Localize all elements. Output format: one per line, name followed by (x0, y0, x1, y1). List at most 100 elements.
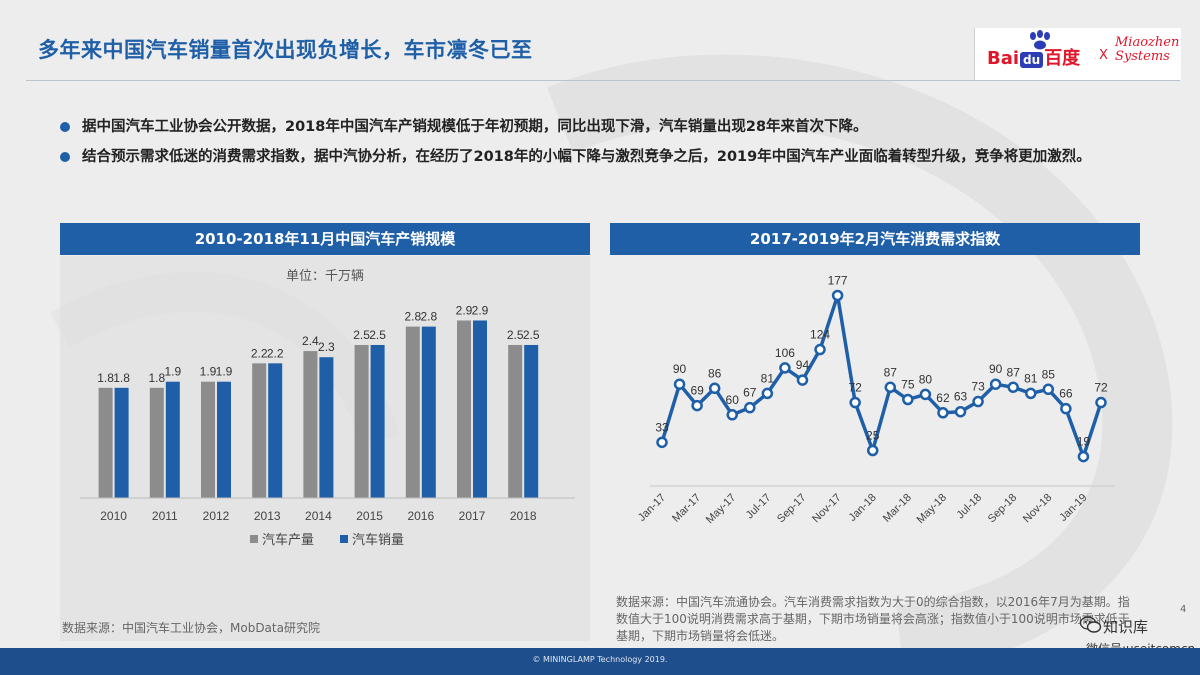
legend-label: 汽车销量 (352, 532, 404, 547)
baidu-logo-du: du (1020, 52, 1044, 68)
logo-separator: X (1099, 48, 1108, 63)
footer-bar (0, 648, 1200, 675)
x-tick-label: 2013 (254, 509, 281, 523)
data-label: 87 (884, 365, 898, 379)
data-label: 67 (743, 386, 757, 400)
bar (217, 381, 231, 498)
bullet-dot-icon (60, 152, 70, 162)
baidu-paw-icon (1030, 30, 1050, 50)
logo-area: Bai du 百度 X Miaozhen Systems (974, 28, 1181, 80)
title-divider (26, 80, 1180, 81)
bar-value-label: 1.8 (97, 371, 114, 385)
data-label: 69 (690, 384, 704, 398)
data-label: 124 (810, 328, 830, 342)
page-title: 多年来中国汽车销量首次出现负增长，车市凛冬已至 (38, 38, 533, 62)
bar-value-label: 2.5 (523, 328, 540, 342)
bar (165, 381, 180, 498)
bar (319, 357, 334, 498)
bullet-dot-icon (60, 122, 70, 132)
line-chart-header: 2017-2019年2月汽车消费需求指数 (610, 223, 1140, 255)
bar-value-label: 1.8 (148, 371, 165, 385)
bar-value-label: 2.2 (251, 346, 268, 360)
bar (201, 381, 215, 498)
x-tick-label: 2018 (510, 509, 537, 523)
bar (114, 387, 129, 498)
bar-value-label: 2.2 (267, 346, 284, 360)
bar (370, 344, 385, 498)
data-label: 90 (989, 362, 1003, 376)
data-point (761, 387, 774, 400)
data-point (726, 409, 738, 421)
bar (508, 344, 523, 498)
source-right: 数据来源：中国汽车流通协会。汽车消费需求指数为大于0的综合指数，以2016年7月… (616, 595, 1130, 643)
bar-value-label: 1.9 (164, 365, 181, 379)
bar-chart-subtitle: 单位：千万辆 (286, 268, 364, 283)
data-label: 81 (1024, 371, 1038, 385)
x-tick-label: Sep-17 (775, 492, 809, 526)
x-tick-label: 2011 (152, 509, 178, 523)
data-point (902, 393, 914, 406)
baidu-logo-prefix: Bai (987, 48, 1020, 69)
data-point (1042, 383, 1055, 396)
x-tick-label: Jan-19 (1057, 492, 1089, 524)
data-point (1025, 387, 1037, 400)
x-tick-label: May-17 (704, 492, 738, 526)
data-point (708, 382, 721, 395)
data-point (972, 395, 984, 408)
bar-value-label: 1.9 (200, 365, 217, 379)
data-point (796, 374, 809, 386)
bar (98, 387, 113, 498)
x-tick-label: 2017 (459, 509, 486, 523)
data-label: 80 (919, 372, 933, 386)
x-tick-label: May-18 (915, 492, 949, 526)
miaozhen-logo: Miaozhen Systems (1115, 36, 1179, 64)
bar-value-label: 1.9 (216, 365, 233, 379)
data-point (849, 396, 861, 409)
miaozhen-logo-line1: Miaozhen (1115, 35, 1180, 50)
x-tick-label: Jul-17 (744, 492, 774, 522)
legend-label: 汽车产量 (262, 532, 314, 547)
x-tick-label: 2012 (203, 509, 230, 523)
data-point (937, 407, 949, 419)
page-number: 4 (1180, 604, 1187, 615)
x-tick-label: Mar-18 (881, 492, 914, 525)
data-point (884, 381, 897, 394)
data-label: 94 (796, 358, 810, 372)
bar (405, 326, 420, 498)
data-label: 90 (673, 362, 687, 376)
data-point (656, 436, 668, 449)
x-tick-label: Jan-18 (847, 492, 879, 524)
data-label: 85 (1042, 367, 1056, 381)
data-label: 60 (726, 393, 740, 407)
x-tick-label: 2016 (407, 509, 434, 523)
bar-value-label: 2.8 (420, 310, 437, 324)
bar (252, 363, 267, 498)
data-label: 72 (1094, 381, 1108, 395)
wechat-icon (1080, 616, 1102, 633)
bar (524, 344, 539, 498)
data-label: 177 (828, 273, 848, 287)
bar (421, 326, 436, 498)
bullet-item: 据中国汽车工业协会公开数据，2018年中国汽车产销规模低于年初预期，同比出现下滑… (60, 112, 1160, 142)
data-point (831, 289, 844, 302)
x-tick-label: 2015 (356, 509, 383, 523)
data-point (814, 343, 826, 356)
x-tick-label: Nov-18 (1021, 492, 1055, 526)
bullet-text: 据中国汽车工业协会公开数据，2018年中国汽车产销规模低于年初预期，同比出现下滑… (82, 119, 868, 135)
bar-value-label: 2.4 (302, 334, 319, 348)
data-label: 63 (954, 390, 968, 404)
data-label: 19 (1077, 435, 1091, 449)
x-tick-label: Sep-18 (986, 492, 1020, 526)
bar-chart-header: 2010-2018年11月中国汽车产销规模 (60, 223, 590, 255)
data-label: 106 (775, 346, 795, 360)
data-label: 86 (708, 366, 722, 380)
data-label: 66 (1059, 387, 1073, 401)
data-point (744, 401, 756, 414)
data-point (779, 362, 791, 374)
x-tick-label: 2010 (100, 509, 127, 523)
bar (268, 363, 283, 498)
bar (473, 320, 487, 498)
